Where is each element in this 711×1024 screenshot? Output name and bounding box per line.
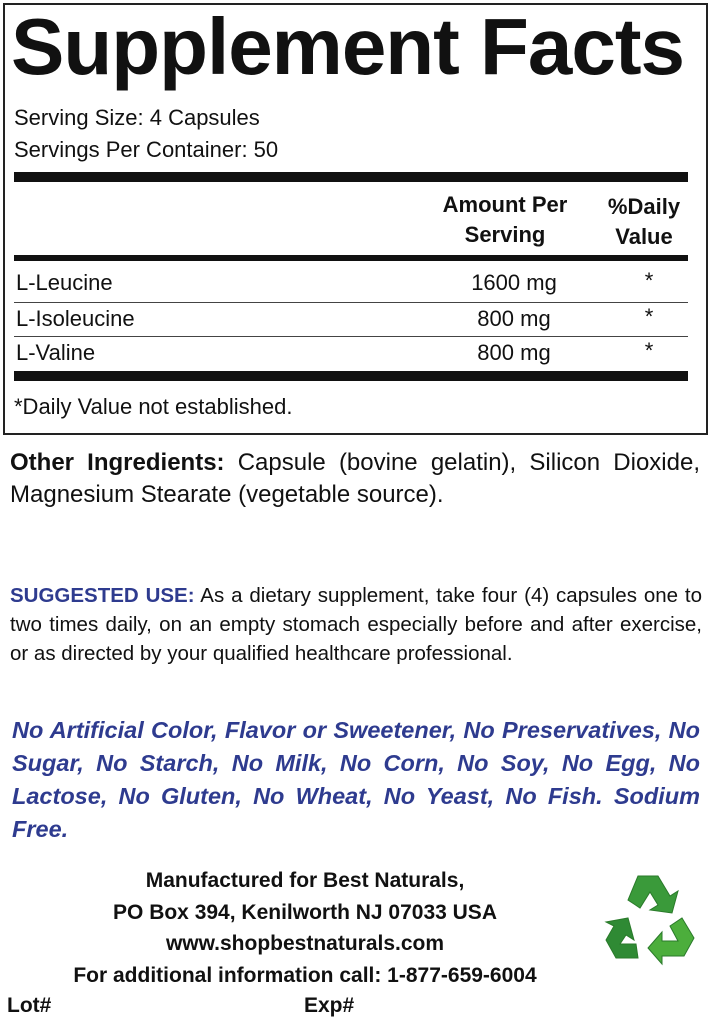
suggested-use-label: SUGGESTED USE:: [10, 584, 195, 607]
ingredient-dv: *: [644, 338, 654, 363]
amount-per-serving-header: Amount Per Serving: [420, 190, 590, 250]
table-row: L-Valine 800 mg *: [14, 336, 688, 370]
divider-thin: [14, 336, 688, 337]
recycle-arrow: [647, 917, 695, 966]
header-line: Amount Per: [442, 192, 568, 217]
ingredient-dv: *: [644, 268, 654, 293]
daily-value-header: %Daily Value: [594, 192, 694, 252]
servings-per-container: Servings Per Container: 50: [14, 137, 279, 162]
suggested-use: SUGGESTED USE: As a dietary supplement, …: [10, 581, 702, 668]
daily-value-footnote: *Daily Value not established.: [14, 394, 293, 419]
ingredient-name: L-Isoleucine: [16, 306, 135, 331]
manufacturer-address: PO Box 394, Kenilworth NJ 07033 USA: [113, 900, 497, 924]
other-ingredients: Other Ingredients: Capsule (bovine gelat…: [10, 447, 700, 511]
other-ingredients-label: Other Ingredients:: [10, 449, 225, 476]
ingredient-dv: *: [644, 304, 654, 329]
supplement-facts-panel: [3, 3, 708, 435]
manufacturer-website: www.shopbestnaturals.com: [165, 932, 445, 955]
divider-medium: [14, 255, 688, 261]
table-row: L-Isoleucine 800 mg *: [14, 302, 688, 336]
manufacturer-name: Manufactured for Best Naturals,: [145, 869, 465, 892]
header-line: Serving: [464, 222, 546, 247]
header-line: Value: [615, 224, 673, 249]
table-row: L-Leucine 1600 mg *: [14, 266, 688, 300]
recycle-arrow: [604, 917, 639, 959]
ingredient-name: L-Leucine: [16, 270, 113, 295]
free-from-statement: No Artificial Color, Flavor or Sweetener…: [12, 717, 700, 842]
ingredient-name: L-Valine: [16, 340, 96, 365]
exp-label: Exp#: [304, 994, 355, 1017]
lot-label: Lot#: [7, 994, 52, 1017]
ingredient-amount: 800 mg: [477, 306, 551, 331]
manufacturer-info: Manufactured for Best Naturals, PO Box 3…: [10, 865, 600, 991]
ingredient-amount: 800 mg: [477, 340, 551, 365]
recycle-icon: [604, 875, 695, 966]
page-title: Supplement Facts: [11, 2, 685, 91]
manufacturer-phone: For additional information call: 1-877-6…: [73, 963, 537, 987]
divider-thin: [14, 302, 688, 303]
other-ingredients-text: Capsule (bovine gelatin), Silicon Dioxid…: [10, 449, 700, 508]
ingredient-amount: 1600 mg: [471, 270, 557, 295]
header-line: %Daily: [607, 194, 681, 219]
divider-thick: [14, 172, 688, 182]
suggested-use-text: As a dietary supplement, take four (4) c…: [10, 584, 702, 665]
recycle-arrow: [627, 875, 679, 914]
serving-size: Serving Size: 4 Capsules: [14, 105, 260, 130]
divider-thick: [14, 371, 688, 381]
